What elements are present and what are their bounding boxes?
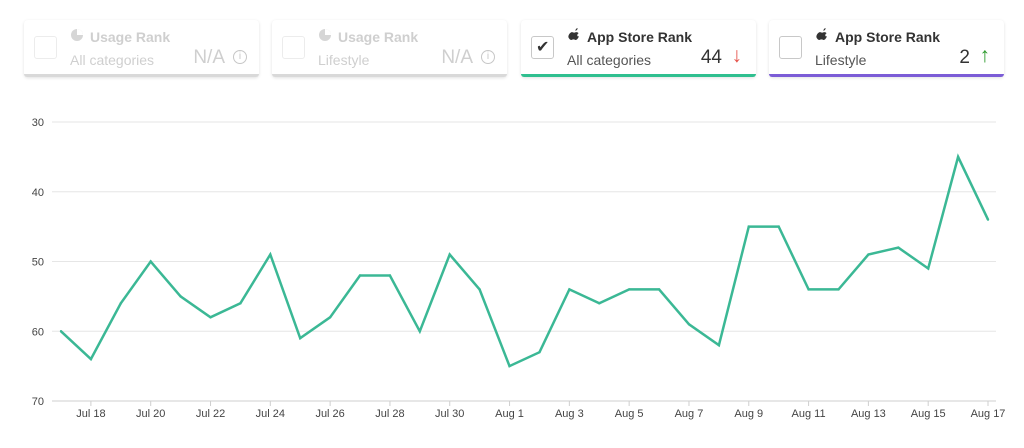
y-tick-label: 70 — [32, 396, 44, 408]
card-accent-bar — [769, 74, 1004, 77]
data-point — [358, 274, 362, 277]
card-checkbox[interactable]: ✔ — [531, 36, 554, 59]
card-title: Usage Rank — [90, 29, 171, 45]
card-checkbox[interactable] — [282, 36, 305, 59]
data-point — [568, 288, 571, 291]
card-subtitle: All categories — [70, 52, 155, 68]
x-tick-label: Jul 22 — [196, 408, 225, 420]
x-tick-label: Aug 5 — [615, 408, 644, 420]
card-subtitle: All categories — [567, 52, 652, 68]
card-value: N/A — [441, 47, 473, 68]
data-point — [717, 344, 721, 347]
checkmark-icon: ✔ — [536, 39, 550, 56]
card-app-store-rank-lifestyle[interactable]: App Store Rank Lifestyle 2 ↑ — [769, 20, 1004, 77]
card-title: Usage Rank — [338, 29, 419, 45]
data-point — [418, 330, 422, 333]
y-tick-label: 40 — [32, 187, 44, 199]
data-point — [747, 225, 750, 228]
data-point — [299, 337, 302, 340]
data-point — [388, 274, 392, 277]
info-icon[interactable]: i — [233, 50, 247, 64]
card-checkbox[interactable] — [779, 36, 802, 59]
data-point — [837, 288, 840, 291]
data-point — [149, 260, 152, 263]
data-point — [448, 253, 451, 256]
x-tick-label: Jul 18 — [76, 408, 105, 420]
y-tick-label: 50 — [32, 257, 44, 269]
card-accent-bar — [272, 74, 507, 77]
data-point — [328, 316, 332, 319]
data-point — [508, 364, 511, 368]
data-point — [807, 288, 810, 291]
card-app-store-rank-all[interactable]: ✔ App Store Rank All categories 44 ↓ — [521, 20, 756, 77]
x-tick-label: Aug 1 — [495, 408, 524, 420]
data-point — [926, 267, 930, 270]
x-tick-label: Aug 15 — [911, 408, 946, 420]
x-tick-label: Aug 3 — [555, 408, 584, 420]
x-tick-label: Aug 17 — [971, 408, 1006, 420]
x-tick-label: Jul 24 — [256, 408, 285, 420]
card-value: N/A — [193, 47, 225, 68]
x-tick-label: Aug 9 — [734, 408, 763, 420]
apple-icon — [568, 28, 580, 40]
rank-line-chart: 30 40 50 60 70 Jul 18 Jul 20 Jul 22 Jul 24 Jul 26… — [32, 117, 1006, 420]
data-point — [269, 253, 272, 256]
x-tick-label: Jul 28 — [375, 408, 404, 420]
series-line — [60, 153, 990, 368]
y-tick-label: 60 — [32, 326, 44, 338]
card-value: 44 — [700, 47, 722, 68]
card-title: App Store Rank — [587, 29, 693, 45]
card-accent-bar — [521, 74, 756, 77]
card-accent-bar — [24, 74, 259, 77]
x-tick-label: Aug 13 — [851, 408, 886, 420]
apple-icon — [816, 28, 828, 40]
data-point — [538, 350, 541, 354]
card-usage-rank-all[interactable]: Usage Rank All categories N/A i — [24, 20, 259, 77]
y-tick-label: 30 — [32, 117, 44, 129]
card-subtitle: Lifestyle — [318, 52, 370, 68]
usage-icon — [71, 29, 83, 41]
x-tick-label: Jul 26 — [315, 408, 344, 420]
data-point — [867, 253, 870, 256]
trend-up-icon: ↑ — [979, 44, 991, 67]
data-point — [687, 323, 691, 326]
x-tick-label: Jul 30 — [435, 408, 464, 420]
data-point — [777, 225, 780, 228]
data-point — [209, 316, 212, 319]
x-tick-label: Aug 7 — [675, 408, 704, 420]
card-value: 2 — [959, 47, 970, 68]
data-point — [89, 357, 93, 361]
data-point — [598, 302, 601, 305]
card-title: App Store Rank — [835, 29, 941, 45]
info-icon[interactable]: i — [481, 50, 495, 64]
metric-cards: Usage Rank All categories N/A i Usage Ra… — [24, 20, 1004, 80]
data-point — [956, 155, 960, 159]
data-point — [59, 330, 63, 333]
data-point — [478, 288, 481, 291]
data-point — [627, 288, 631, 291]
data-point — [986, 218, 990, 221]
card-subtitle: Lifestyle — [815, 52, 867, 68]
usage-icon — [319, 29, 331, 41]
card-checkbox[interactable] — [34, 36, 57, 59]
data-point — [239, 302, 242, 305]
data-point — [897, 246, 900, 249]
data-point — [657, 288, 661, 291]
data-point — [119, 302, 123, 305]
trend-down-icon: ↓ — [731, 44, 743, 67]
card-usage-rank-lifestyle[interactable]: Usage Rank Lifestyle N/A i — [272, 20, 507, 77]
x-tick-label: Jul 20 — [136, 408, 165, 420]
data-point — [179, 295, 182, 298]
x-tick-label: Aug 11 — [792, 408, 826, 420]
